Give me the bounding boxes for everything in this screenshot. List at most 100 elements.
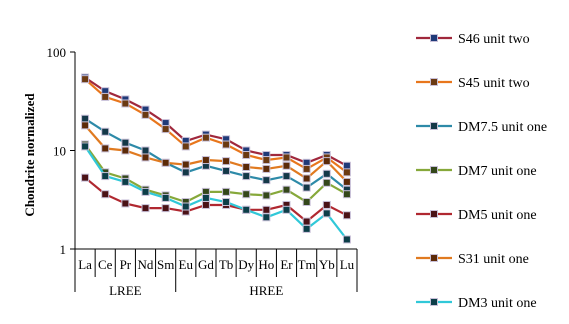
- legend-label: S45 unit two: [458, 76, 530, 91]
- data-point: [121, 177, 130, 186]
- series-2: [81, 114, 351, 194]
- category-axis: La Ce Pr Nd Sm Eu Gd Tb Dy Ho Er Tm Yb Lu LREE HREE: [74, 249, 358, 298]
- data-point: [322, 200, 331, 209]
- data-point: [161, 125, 170, 134]
- legend: S46 unit two S45 unit two DM7.5 unit one DM…: [416, 32, 547, 311]
- series-5: [81, 121, 351, 186]
- series-1: [81, 75, 351, 177]
- data-point: [101, 92, 110, 101]
- legend-marker: [430, 34, 438, 42]
- category-label: Tm: [298, 257, 316, 272]
- data-point: [262, 205, 271, 214]
- category-label: Gd: [198, 257, 214, 272]
- data-point: [282, 172, 291, 181]
- data-point: [222, 187, 231, 196]
- group-label: LREE: [109, 283, 142, 298]
- y-tick-label: 100: [47, 45, 67, 60]
- legend-marker: [430, 166, 438, 174]
- data-point: [242, 172, 251, 181]
- data-point: [322, 209, 331, 218]
- category-label: Ho: [258, 257, 274, 272]
- data-point: [322, 169, 331, 178]
- data-point: [201, 200, 210, 209]
- data-point: [342, 161, 351, 170]
- data-point: [101, 190, 110, 199]
- data-point: [262, 213, 271, 222]
- data-point: [302, 174, 311, 183]
- legend-item: DM7.5 unit one: [416, 120, 547, 135]
- data-point: [161, 193, 170, 202]
- legend-item: S31 unit one: [416, 252, 529, 267]
- category-label: Sm: [157, 257, 174, 272]
- data-point: [262, 164, 271, 173]
- legend-marker: [430, 298, 438, 306]
- data-point: [101, 127, 110, 136]
- data-point: [81, 173, 90, 182]
- data-point: [262, 191, 271, 200]
- y-tick-label: 1: [60, 242, 67, 257]
- category-label: Er: [280, 257, 293, 272]
- legend-label: S46 unit two: [458, 32, 530, 47]
- data-point: [161, 158, 170, 167]
- data-point: [161, 204, 170, 213]
- data-point: [322, 178, 331, 187]
- data-point: [342, 190, 351, 199]
- data-point: [81, 75, 90, 84]
- data-point: [222, 157, 231, 166]
- data-point: [282, 185, 291, 194]
- series-6: [81, 142, 351, 244]
- legend-item: DM7 unit one: [416, 164, 537, 179]
- data-point: [342, 235, 351, 244]
- data-point: [201, 133, 210, 142]
- group-label: HREE: [249, 283, 283, 298]
- data-point: [222, 166, 231, 175]
- data-point: [201, 193, 210, 202]
- data-point: [141, 187, 150, 196]
- category-label: Pr: [120, 257, 132, 272]
- legend-label: DM7.5 unit one: [458, 120, 547, 135]
- data-point: [141, 146, 150, 155]
- data-point: [342, 168, 351, 177]
- data-point: [302, 198, 311, 207]
- data-point: [222, 140, 231, 149]
- legend-label: DM3 unit one: [458, 296, 537, 311]
- legend-marker: [430, 210, 438, 218]
- series-line: [84, 78, 348, 174]
- data-point: [262, 176, 271, 185]
- category-label: Lu: [340, 257, 355, 272]
- data-point: [262, 156, 271, 165]
- data-point: [242, 162, 251, 171]
- data-point: [181, 168, 190, 177]
- data-point: [101, 144, 110, 153]
- legend-label: DM5 unit one: [458, 208, 537, 223]
- legend-label: S31 unit one: [458, 252, 529, 267]
- data-point: [342, 211, 351, 220]
- data-point: [302, 224, 311, 233]
- data-point: [242, 151, 251, 160]
- data-point: [121, 199, 130, 208]
- data-point: [302, 164, 311, 173]
- category-label: Yb: [319, 257, 335, 272]
- data-point: [181, 160, 190, 169]
- data-point: [282, 153, 291, 162]
- data-point: [181, 202, 190, 211]
- y-axis-label: Chondrite normalized: [22, 93, 37, 217]
- data-point: [141, 204, 150, 213]
- legend-item: S46 unit two: [416, 32, 530, 47]
- legend-marker: [430, 122, 438, 130]
- category-label: Dy: [238, 257, 254, 272]
- data-point: [141, 153, 150, 162]
- data-point: [121, 99, 130, 108]
- data-point: [242, 205, 251, 214]
- data-point: [121, 146, 130, 155]
- data-point: [282, 161, 291, 170]
- legend-marker: [430, 254, 438, 262]
- legend-item: DM3 unit one: [416, 296, 537, 311]
- legend-marker: [430, 78, 438, 86]
- y-tick-label: 10: [53, 144, 66, 159]
- axes: 1 10 100: [47, 45, 357, 257]
- data-point: [302, 217, 311, 226]
- legend-label: DM7 unit one: [458, 164, 537, 179]
- data-point: [141, 110, 150, 119]
